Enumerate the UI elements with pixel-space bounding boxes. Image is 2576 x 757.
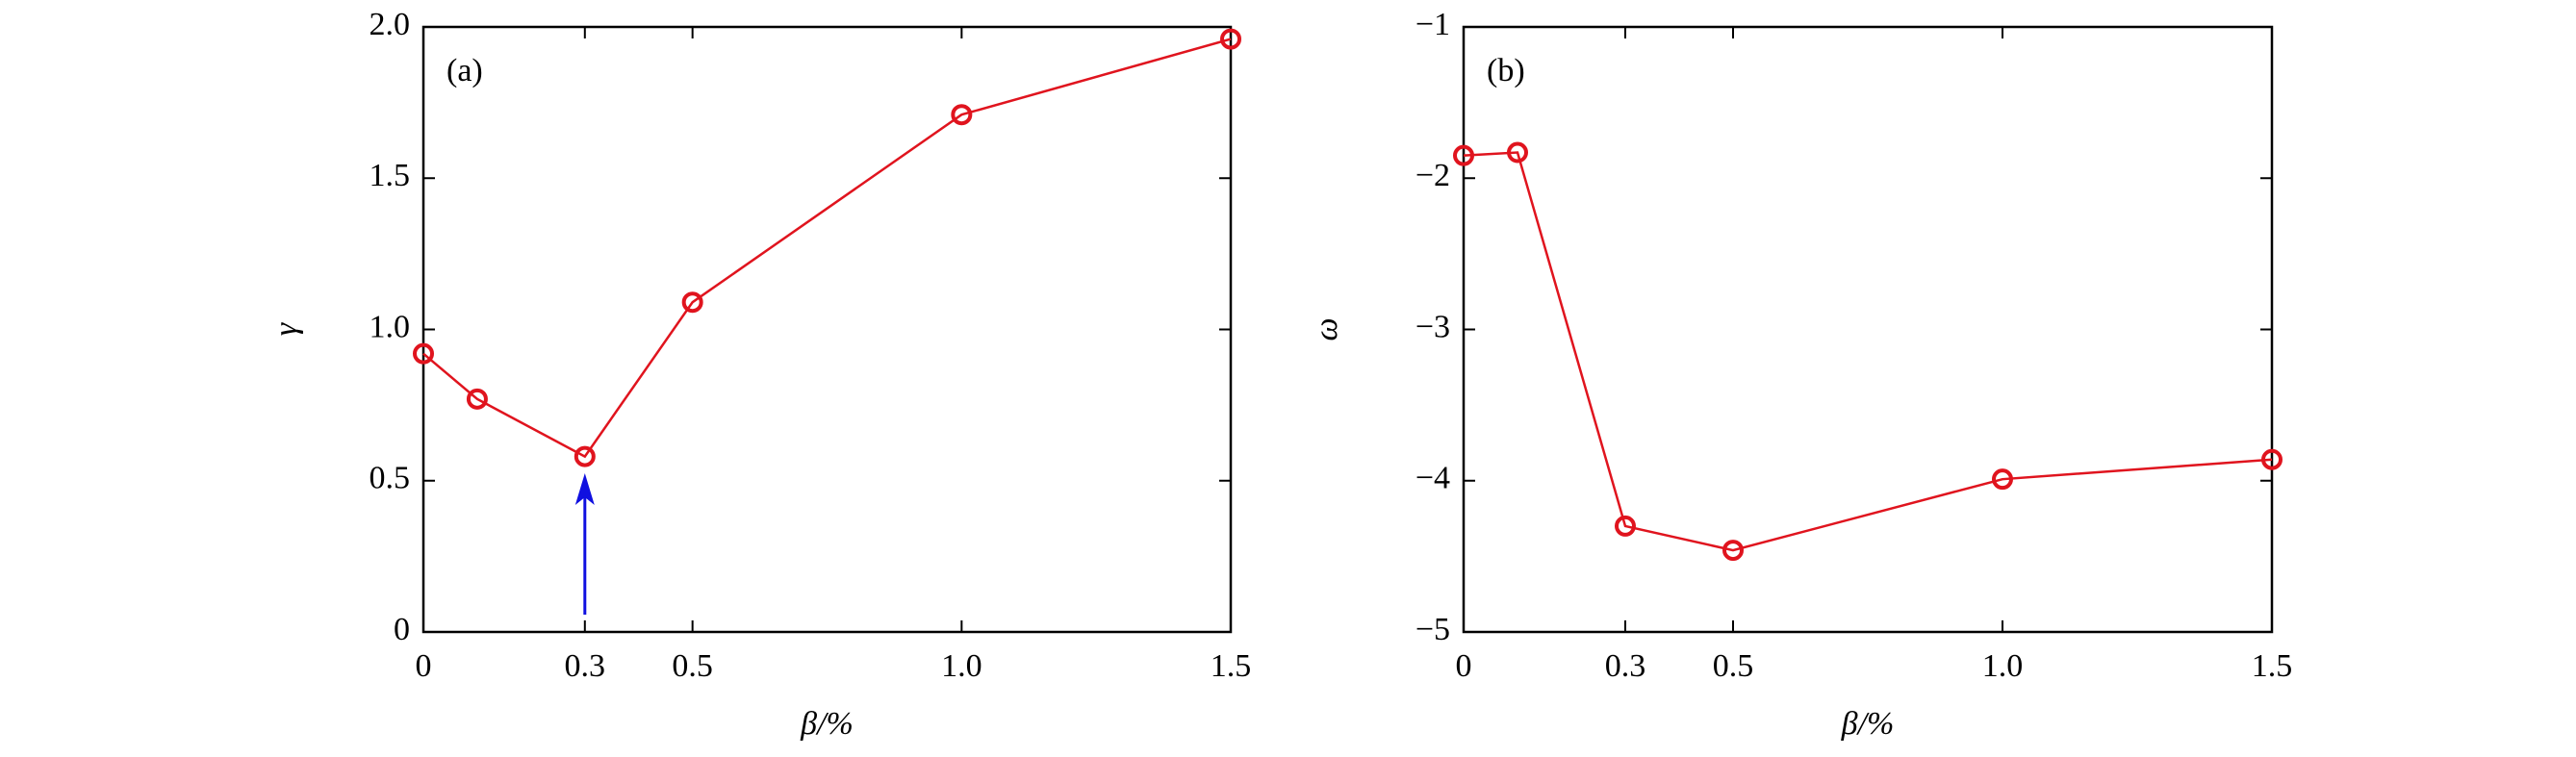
x-tick-label: 0: [416, 648, 432, 684]
data-point: [1722, 540, 1744, 562]
y-tick-label: 1.5: [370, 158, 411, 193]
x-tick-label: 0.5: [672, 648, 713, 684]
x-tick-label: 0.3: [565, 648, 606, 684]
data-point: [466, 388, 488, 410]
y-tick-label: −5: [1416, 612, 1450, 647]
plot-frame: [421, 25, 1233, 634]
data-line: [422, 38, 1232, 459]
plot-frame: [1462, 25, 2274, 634]
data-line: [1463, 151, 2273, 552]
y-tick-label: 0.5: [370, 461, 411, 496]
data-point: [951, 104, 973, 126]
data-point: [1220, 28, 1241, 50]
arrow-head: [574, 473, 595, 505]
y-axis-label: ω: [1309, 317, 1344, 341]
data-point: [681, 291, 703, 314]
x-tick-label: 1.0: [941, 648, 982, 684]
panel-label: (a): [446, 53, 483, 88]
data-point: [413, 342, 434, 365]
x-tick-label: 1.5: [2252, 648, 2293, 684]
y-axis-label: γ: [268, 321, 304, 336]
y-tick-label: 2.0: [370, 7, 411, 42]
x-tick-label: 0.3: [1605, 648, 1646, 684]
y-tick-label: −1: [1416, 7, 1450, 42]
y-tick-label: −3: [1416, 309, 1450, 344]
x-tick-label: 0: [1456, 648, 1472, 684]
y-tick-label: 0: [394, 612, 410, 647]
data-point: [574, 445, 596, 467]
x-axis-label: β/%: [1841, 706, 1895, 742]
data-point: [2261, 448, 2283, 470]
y-tick-label: −2: [1416, 158, 1450, 193]
y-tick-label: 1.0: [370, 309, 411, 344]
data-point: [1992, 468, 2013, 491]
y-tick-label: −4: [1416, 461, 1450, 496]
x-tick-label: 1.5: [1211, 648, 1252, 684]
x-tick-label: 1.0: [1982, 648, 2024, 684]
x-axis-label: β/%: [800, 706, 854, 742]
x-tick-label: 0.5: [1713, 648, 1754, 684]
data-point: [1615, 515, 1636, 537]
data-point: [1453, 144, 1474, 166]
data-point: [1507, 141, 1528, 164]
panel-label: (b): [1487, 53, 1525, 88]
